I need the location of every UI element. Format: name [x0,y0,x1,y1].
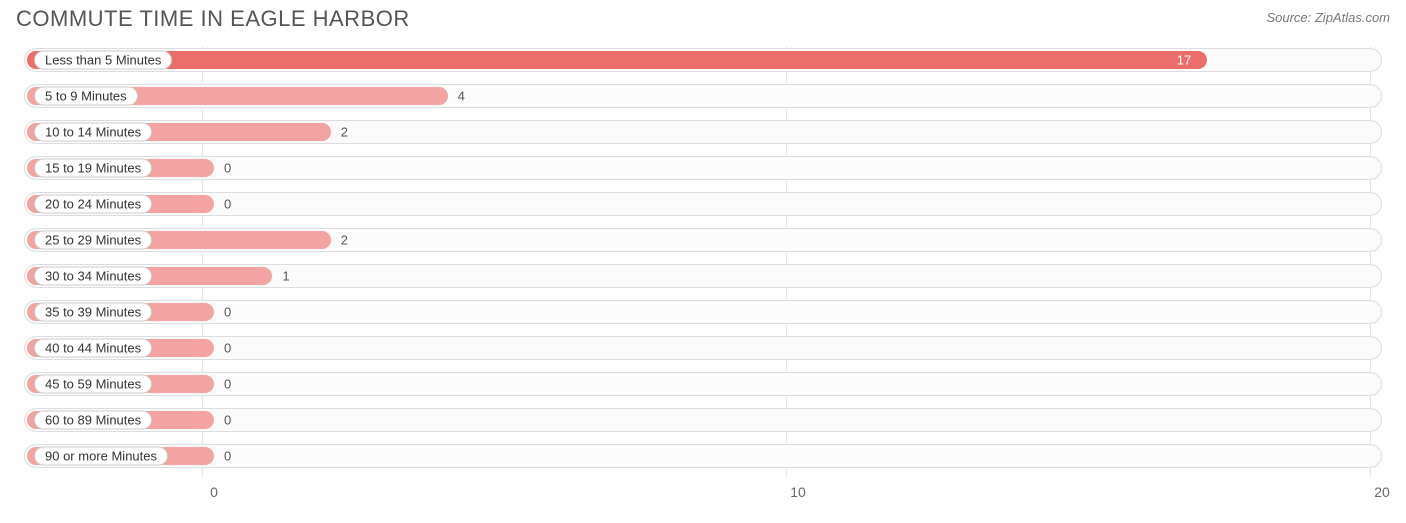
value-label: 2 [341,125,348,140]
category-label: Less than 5 Minutes [34,51,172,70]
chart-row: 60 to 89 Minutes 0 [24,406,1382,434]
value-label: 0 [224,377,231,392]
chart-header: COMMUTE TIME IN EAGLE HARBOR Source: Zip… [12,0,1394,46]
chart-row: 10 to 14 Minutes 2 [24,118,1382,146]
x-axis: 01020 [24,478,1382,506]
category-label: 30 to 34 Minutes [34,267,152,286]
category-label: 10 to 14 Minutes [34,123,152,142]
category-label: 90 or more Minutes [34,447,168,466]
chart-row: 40 to 44 Minutes 0 [24,334,1382,362]
category-label: 60 to 89 Minutes [34,411,152,430]
value-label: 1 [282,269,289,284]
chart-row: 35 to 39 Minutes 0 [24,298,1382,326]
value-label: 4 [458,89,465,104]
chart-title: COMMUTE TIME IN EAGLE HARBOR [16,6,410,32]
chart-source: Source: ZipAtlas.com [1266,6,1390,25]
category-label: 20 to 24 Minutes [34,195,152,214]
value-label: 0 [224,305,231,320]
category-label: 5 to 9 Minutes [34,87,138,106]
chart-row: 90 or more Minutes 0 [24,442,1382,470]
value-label: 0 [224,197,231,212]
bar [27,51,1207,69]
value-label: 0 [224,341,231,356]
value-label: 0 [224,413,231,428]
chart-row: 45 to 59 Minutes 0 [24,370,1382,398]
value-label: 17 [1177,53,1191,68]
value-label: 0 [224,161,231,176]
x-axis-tick: 20 [1374,484,1390,500]
category-label: 15 to 19 Minutes [34,159,152,178]
chart-row: 25 to 29 Minutes 2 [24,226,1382,254]
chart-area: Less than 5 Minutes 17 5 to 9 Minutes 4 10 t… [12,46,1394,506]
value-label: 0 [224,449,231,464]
chart-rows: Less than 5 Minutes 17 5 to 9 Minutes 4 10 t… [24,46,1382,470]
category-label: 45 to 59 Minutes [34,375,152,394]
chart-row: 5 to 9 Minutes 4 [24,82,1382,110]
value-label: 2 [341,233,348,248]
chart-container: COMMUTE TIME IN EAGLE HARBOR Source: Zip… [0,0,1406,523]
x-axis-tick: 0 [210,484,218,500]
chart-row: 30 to 34 Minutes 1 [24,262,1382,290]
chart-row: 15 to 19 Minutes 0 [24,154,1382,182]
category-label: 35 to 39 Minutes [34,303,152,322]
chart-row: Less than 5 Minutes 17 [24,46,1382,74]
x-axis-tick: 10 [790,484,806,500]
category-label: 25 to 29 Minutes [34,231,152,250]
chart-row: 20 to 24 Minutes 0 [24,190,1382,218]
category-label: 40 to 44 Minutes [34,339,152,358]
